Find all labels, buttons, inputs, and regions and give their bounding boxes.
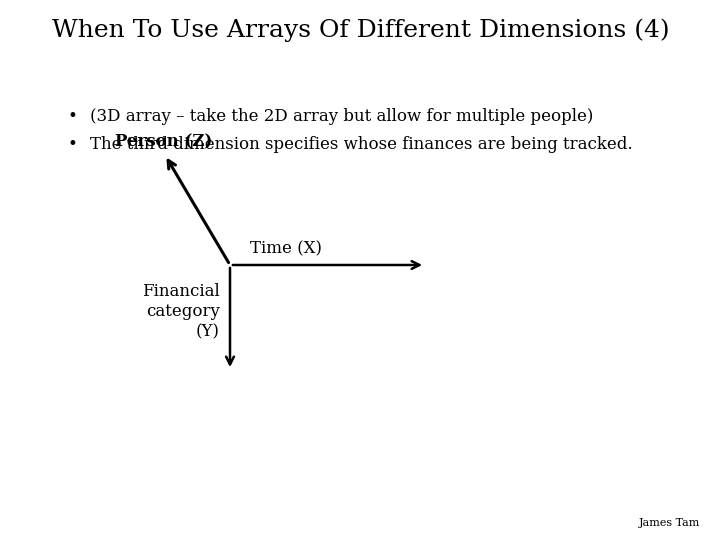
- Text: •: •: [68, 136, 78, 153]
- Text: Time (X): Time (X): [250, 240, 322, 257]
- Text: Financial: Financial: [143, 283, 220, 300]
- Text: Person (Z): Person (Z): [115, 133, 212, 150]
- Text: •: •: [68, 108, 78, 125]
- Text: James Tam: James Tam: [639, 518, 700, 528]
- Text: (Y): (Y): [196, 323, 220, 340]
- Text: category: category: [146, 303, 220, 320]
- Text: When To Use Arrays Of Different Dimensions (4): When To Use Arrays Of Different Dimensio…: [52, 18, 670, 42]
- Text: The third dimension specifies whose finances are being tracked.: The third dimension specifies whose fina…: [90, 136, 633, 153]
- Text: (3D array – take the 2D array but allow for multiple people): (3D array – take the 2D array but allow …: [90, 108, 593, 125]
